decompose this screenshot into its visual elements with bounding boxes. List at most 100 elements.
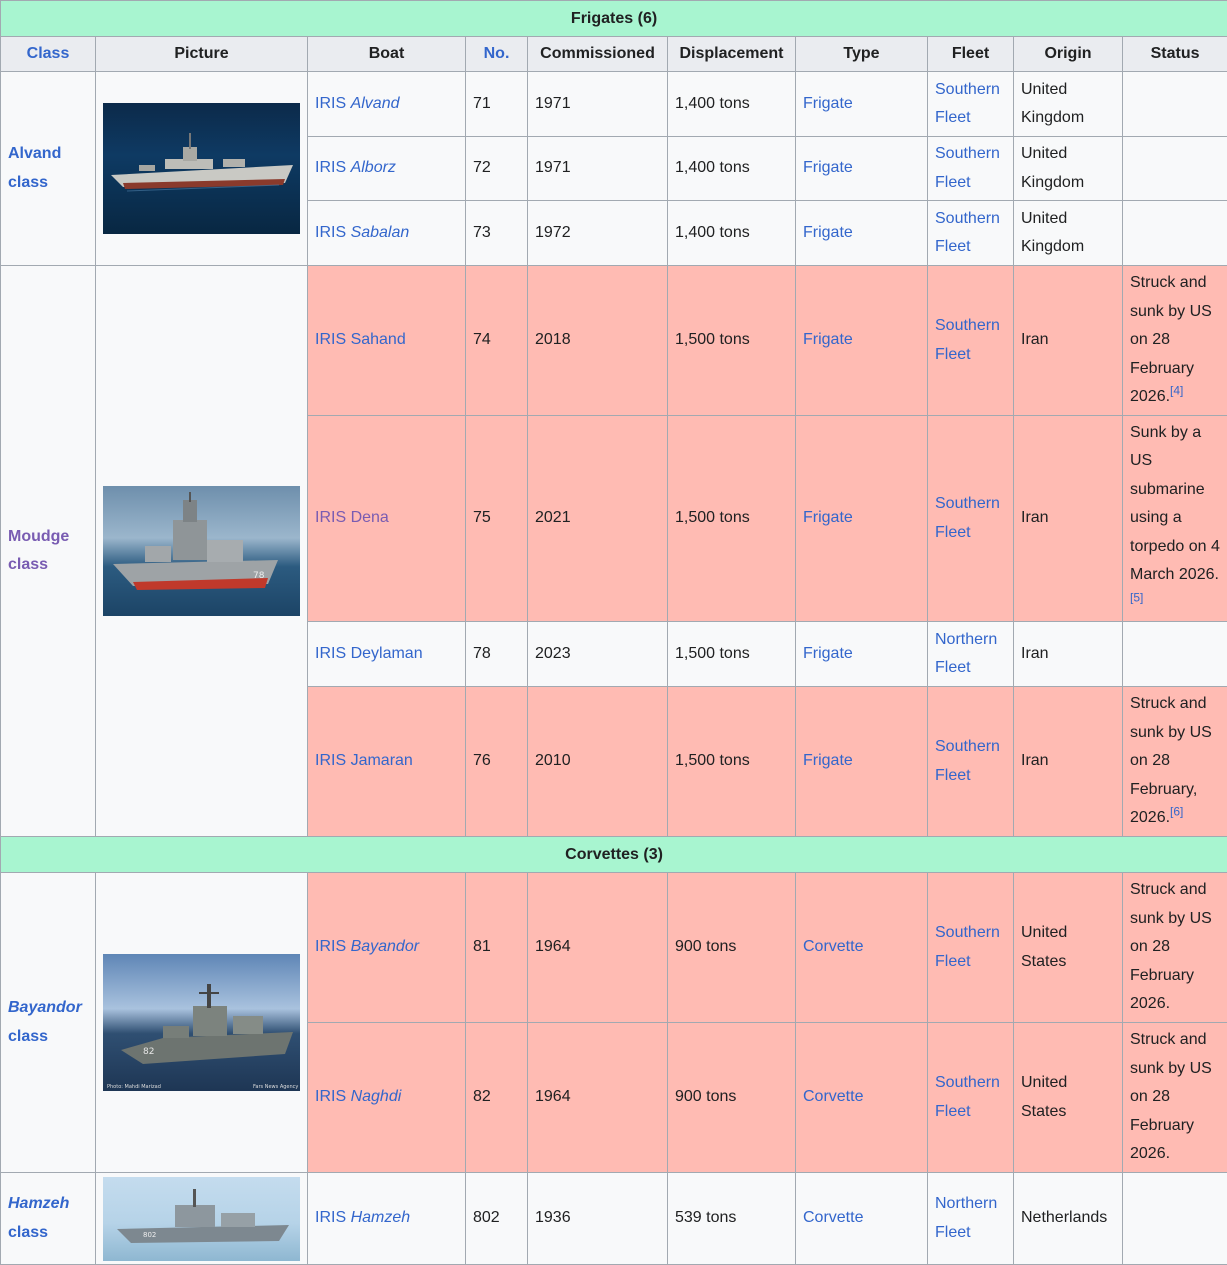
status-cell: [1123, 137, 1227, 201]
table-row: Moudge class 78 IRIS Sahand 74 2018 1,50…: [1, 266, 1227, 416]
ship-photo-bayandor[interactable]: 82 Photo: Mahdi Marizad Fars News Agency: [103, 954, 300, 1091]
class-link-hamzeh[interactable]: Hamzeh: [8, 1195, 69, 1212]
displacement-cell: 1,500 tons: [668, 416, 796, 622]
type-cell[interactable]: Frigate: [796, 137, 928, 201]
type-cell[interactable]: Frigate: [796, 622, 928, 687]
commissioned-cell: 1936: [528, 1173, 668, 1265]
class-cell-alvand: Alvand class: [1, 72, 96, 266]
fleet-cell[interactable]: Southern Fleet: [928, 416, 1014, 622]
origin-cell: Iran: [1014, 687, 1123, 837]
commissioned-cell: 1964: [528, 1023, 668, 1173]
number-cell: 82: [466, 1023, 528, 1173]
reference-link[interactable]: [5]: [1130, 590, 1143, 604]
column-header-row: Class Picture Boat No. Commissioned Disp…: [1, 37, 1227, 72]
origin-cell: Iran: [1014, 622, 1123, 687]
origin-cell: United Kingdom: [1014, 201, 1123, 266]
origin-cell: United States: [1014, 873, 1123, 1023]
fleet-cell[interactable]: Southern Fleet: [928, 266, 1014, 416]
fleet-cell[interactable]: Northern Fleet: [928, 622, 1014, 687]
column-header-displacement: Displacement: [668, 37, 796, 72]
fleet-cell[interactable]: Northern Fleet: [928, 1173, 1014, 1265]
picture-cell-moudge: 78: [96, 266, 308, 837]
commissioned-cell: 1972: [528, 201, 668, 266]
class-link-alvand[interactable]: Alvand class: [8, 145, 61, 190]
section-header-frigates: Frigates (6): [1, 1, 1227, 37]
ship-photo-alvand[interactable]: [103, 103, 300, 234]
fleet-cell[interactable]: Southern Fleet: [928, 72, 1014, 137]
column-header-class[interactable]: Class: [1, 37, 96, 72]
origin-cell: United Kingdom: [1014, 137, 1123, 201]
displacement-cell: 900 tons: [668, 1023, 796, 1173]
picture-cell-bayandor: 82 Photo: Mahdi Marizad Fars News Agency: [96, 873, 308, 1173]
status-cell: Struck and sunk by US on 28 February 202…: [1123, 873, 1227, 1023]
type-cell[interactable]: Corvette: [796, 1173, 928, 1265]
type-cell[interactable]: Frigate: [796, 72, 928, 137]
boat-cell[interactable]: IRIS Bayandor: [308, 873, 466, 1023]
reference-link[interactable]: [4]: [1170, 384, 1183, 398]
class-link-moudge[interactable]: Moudge class: [8, 528, 69, 573]
section-header-corvettes: Corvettes (3): [1, 837, 1227, 873]
number-cell: 74: [466, 266, 528, 416]
status-cell: Struck and sunk by US on 28 February 202…: [1123, 266, 1227, 416]
section-title-frigates: Frigates (6): [1, 1, 1227, 37]
section-title-corvettes: Corvettes (3): [1, 837, 1227, 873]
origin-cell: United Kingdom: [1014, 72, 1123, 137]
number-cell: 75: [466, 416, 528, 622]
reference-link[interactable]: [6]: [1170, 805, 1183, 819]
status-cell: Sunk by a US submarine using a torpedo o…: [1123, 416, 1227, 622]
boat-cell[interactable]: IRIS Dena: [308, 416, 466, 622]
fleet-cell[interactable]: Southern Fleet: [928, 201, 1014, 266]
status-cell: [1123, 201, 1227, 266]
column-header-origin: Origin: [1014, 37, 1123, 72]
displacement-cell: 1,400 tons: [668, 201, 796, 266]
svg-text:Fars News Agency: Fars News Agency: [253, 1084, 298, 1090]
displacement-cell: 900 tons: [668, 873, 796, 1023]
fleet-cell[interactable]: Southern Fleet: [928, 873, 1014, 1023]
fleet-cell[interactable]: Southern Fleet: [928, 1023, 1014, 1173]
type-cell[interactable]: Frigate: [796, 687, 928, 837]
svg-text:82: 82: [143, 1047, 154, 1057]
boat-cell[interactable]: IRIS Naghdi: [308, 1023, 466, 1173]
number-cell: 76: [466, 687, 528, 837]
commissioned-cell: 2018: [528, 266, 668, 416]
column-header-status: Status: [1123, 37, 1227, 72]
number-cell: 71: [466, 72, 528, 137]
table-row: Alvand class IRIS Alvand 71 1971 1,400 t…: [1, 72, 1227, 137]
boat-cell[interactable]: IRIS Jamaran: [308, 687, 466, 837]
type-cell[interactable]: Frigate: [796, 266, 928, 416]
picture-cell-hamzeh: 802: [96, 1173, 308, 1265]
type-cell[interactable]: Corvette: [796, 1023, 928, 1173]
class-cell-moudge: Moudge class: [1, 266, 96, 837]
fleet-cell[interactable]: Southern Fleet: [928, 687, 1014, 837]
column-header-fleet: Fleet: [928, 37, 1014, 72]
number-cell: 78: [466, 622, 528, 687]
status-cell: Struck and sunk by US on 28 February 202…: [1123, 1023, 1227, 1173]
boat-cell[interactable]: IRIS Sabalan: [308, 201, 466, 266]
boat-cell[interactable]: IRIS Alvand: [308, 72, 466, 137]
displacement-cell: 1,500 tons: [668, 266, 796, 416]
number-cell: 802: [466, 1173, 528, 1265]
type-cell[interactable]: Corvette: [796, 873, 928, 1023]
type-cell[interactable]: Frigate: [796, 416, 928, 622]
class-link-bayandor[interactable]: Bayandor: [8, 999, 82, 1016]
boat-cell[interactable]: IRIS Alborz: [308, 137, 466, 201]
type-cell[interactable]: Frigate: [796, 201, 928, 266]
column-header-boat: Boat: [308, 37, 466, 72]
svg-text:Photo: Mahdi Marizad: Photo: Mahdi Marizad: [107, 1084, 161, 1090]
column-header-no[interactable]: No.: [466, 37, 528, 72]
displacement-cell: 539 tons: [668, 1173, 796, 1265]
status-cell: Struck and sunk by US on 28 February, 20…: [1123, 687, 1227, 837]
commissioned-cell: 2023: [528, 622, 668, 687]
boat-cell[interactable]: IRIS Hamzeh: [308, 1173, 466, 1265]
ship-photo-moudge[interactable]: 78: [103, 486, 300, 616]
boat-cell[interactable]: IRIS Deylaman: [308, 622, 466, 687]
boat-cell[interactable]: IRIS Sahand: [308, 266, 466, 416]
ship-photo-hamzeh[interactable]: 802: [103, 1177, 300, 1261]
number-cell: 72: [466, 137, 528, 201]
origin-cell: United States: [1014, 1023, 1123, 1173]
fleet-cell[interactable]: Southern Fleet: [928, 137, 1014, 201]
